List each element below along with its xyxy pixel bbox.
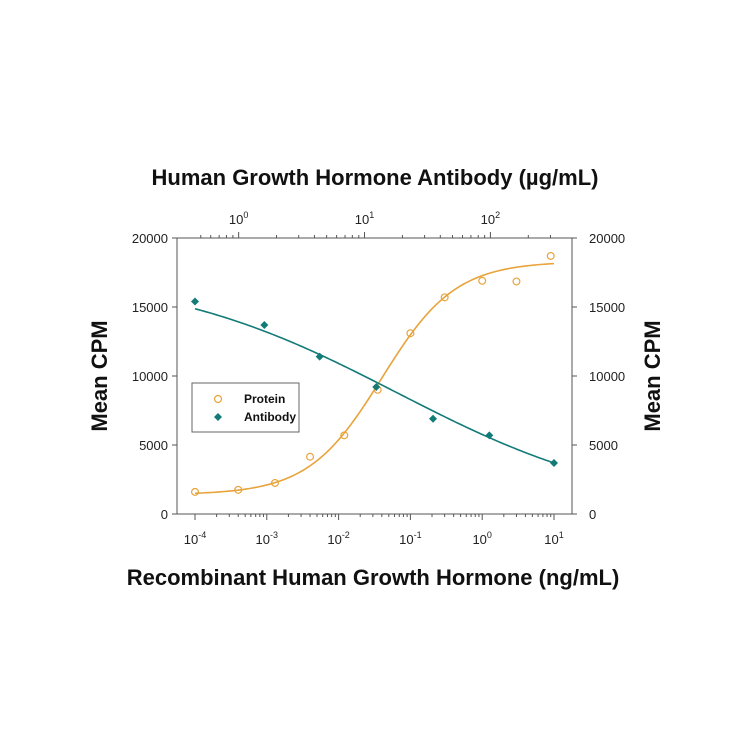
x-tick-label-bottom: 10-3 [256, 530, 278, 547]
legend-antibody-marker [214, 413, 222, 421]
data-point-antibody [550, 458, 558, 467]
legend-protein-label: Protein [244, 392, 285, 406]
x-tick-label-bottom: 10-4 [184, 530, 206, 547]
x-tick-label-top: 100 [229, 210, 248, 227]
data-point-protein [234, 485, 243, 494]
legend-antibody-label: Antibody [244, 410, 296, 424]
y-tick-label-right: 10000 [589, 369, 625, 384]
data-point-antibody [485, 431, 494, 440]
y-axis-label-right: Mean CPM [640, 320, 665, 431]
y-tick-label-left: 10000 [132, 369, 168, 384]
chart-title: Human Growth Hormone Antibody (µg/mL) [152, 165, 599, 190]
data-point-protein [270, 478, 279, 487]
data-point-protein [406, 329, 415, 338]
x-tick-label-top: 101 [355, 210, 374, 227]
data-point-protein [546, 251, 555, 260]
legend-protein-marker [213, 394, 223, 404]
data-point-antibody [260, 320, 269, 329]
data-point-antibody [315, 352, 324, 361]
x-tick-label-bottom: 100 [472, 530, 491, 547]
axis-ticks [172, 232, 577, 520]
data-point-protein [478, 276, 487, 285]
y-tick-label-left: 5000 [139, 438, 168, 453]
y-tick-label-right: 0 [589, 507, 596, 522]
data-point-protein [191, 487, 200, 496]
x-tick-label-bottom: 10-2 [327, 530, 349, 547]
x-axis-label: Recombinant Human Growth Hormone (ng/mL) [127, 565, 620, 590]
y-tick-label-left: 15000 [132, 300, 168, 315]
x-tick-label-bottom: 101 [544, 530, 563, 547]
y-tick-label-right: 5000 [589, 438, 618, 453]
data-point-antibody [429, 414, 438, 423]
data-point-protein [340, 431, 349, 440]
plot-frame [176, 237, 573, 515]
axis-tick-labels: 0 0 5000 5000 10000 10000 15000 15000 20000 20000… [132, 210, 625, 547]
y-tick-label-right: 15000 [589, 300, 625, 315]
fit-curve-protein [194, 262, 555, 495]
y-tick-label-right: 20000 [589, 231, 625, 246]
x-tick-label-bottom: 10-1 [399, 530, 421, 547]
data-points [191, 251, 558, 496]
data-point-protein [512, 277, 521, 286]
y-tick-label-left: 0 [161, 507, 168, 522]
data-point-protein [306, 452, 315, 461]
legend-box [191, 382, 300, 433]
data-point-antibody [191, 297, 199, 306]
fit-curves [194, 262, 555, 495]
legend: Protein Antibody [191, 382, 300, 433]
fit-curve-antibody [194, 307, 555, 464]
data-point-antibody [372, 383, 381, 392]
y-axis-label-left: Mean CPM [87, 320, 112, 431]
x-tick-label-top: 102 [481, 210, 500, 227]
data-point-protein [440, 293, 449, 302]
y-tick-label-left: 20000 [132, 231, 168, 246]
